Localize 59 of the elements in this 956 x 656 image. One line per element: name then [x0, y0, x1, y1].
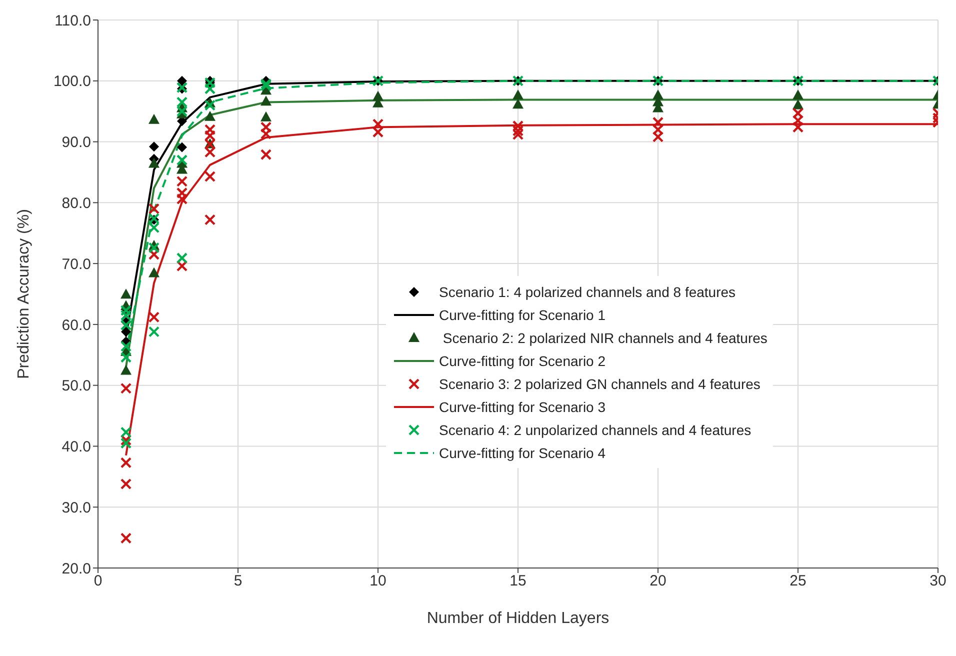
point: [176, 252, 188, 264]
y-tick-label: 50.0: [62, 378, 91, 395]
point: [120, 288, 132, 299]
point: [260, 148, 272, 160]
x-tick-label: 20: [650, 572, 666, 590]
point: [120, 478, 132, 490]
point: [204, 170, 216, 182]
point: [121, 326, 131, 337]
x-tick-label: 10: [370, 572, 386, 590]
legend-label: Scenario 2: 2 polarized NIR channels and 4 features: [442, 330, 768, 346]
point: [148, 326, 160, 338]
legend-label: Scenario 4: 2 unpolarized channels and 4 features: [439, 422, 752, 438]
point: [120, 364, 132, 375]
point: [792, 99, 804, 110]
point: [177, 76, 187, 86]
y-tick-label: 90.0: [62, 134, 91, 152]
point: [120, 382, 132, 394]
point: [260, 96, 272, 106]
point: [177, 142, 187, 152]
x-tick-label: 5: [234, 572, 242, 590]
point: [260, 111, 272, 122]
y-axis-title: Prediction Accuracy (%): [16, 209, 33, 379]
point: [204, 100, 216, 111]
y-tick-label: 100.0: [53, 73, 91, 90]
y-tick-label: 60.0: [62, 316, 91, 334]
point: [148, 158, 160, 168]
point: [148, 267, 160, 278]
y-tick-label: 30.0: [62, 499, 91, 516]
y-tick-label: 70.0: [62, 256, 91, 273]
y-tick-label: 20.0: [62, 560, 91, 578]
point: [148, 312, 160, 323]
point: [149, 142, 159, 152]
point: [204, 214, 216, 226]
y-tick-label: 40.0: [62, 438, 91, 456]
x-tick-label: 15: [510, 572, 526, 590]
legend-label: Curve-fitting for Scenario 2: [439, 352, 606, 368]
y-tick-label: 110.0: [54, 12, 91, 30]
point: [120, 434, 132, 446]
x-tick-label: 25: [790, 572, 806, 590]
x-tick-label: 0: [94, 572, 102, 590]
point: [148, 248, 160, 260]
legend-label: Curve-fitting for Scenario 3: [439, 398, 606, 414]
point: [176, 154, 188, 166]
point: [148, 203, 160, 214]
legend-label: Curve-fitting for Scenario 4: [439, 444, 606, 460]
point: [148, 242, 160, 254]
y-tick-label: 80.0: [62, 194, 91, 212]
point: [792, 90, 804, 100]
legend-label: Scenario 1: 4 polarized channels and 8 features: [439, 284, 736, 300]
legend-label: Scenario 3: 2 polarized GN channels and 4 features: [439, 376, 760, 392]
point: [120, 532, 132, 544]
legend-label: Curve-fitting for Scenario 1: [439, 306, 606, 322]
x-axis-title: Number of Hidden Layers: [426, 610, 610, 627]
point: [148, 114, 160, 124]
point: [512, 90, 524, 100]
point: [120, 457, 132, 468]
point: [512, 98, 524, 109]
point: [204, 110, 216, 121]
x-tick-label: 30: [930, 572, 946, 590]
